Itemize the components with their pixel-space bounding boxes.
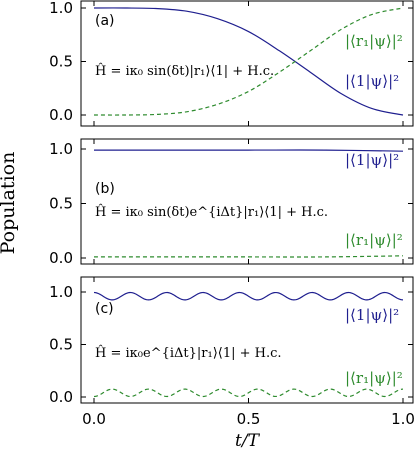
panel-a-hamiltonian: Ĥ = iκ₀ sin(δt)|r₁⟩⟨1| + H.c. <box>95 63 274 79</box>
panel-a-series-0 <box>93 7 404 116</box>
panel-a: (a) Ĥ = iκ₀ sin(δt)|r₁⟩⟨1| + H.c. |⟨r₁|ψ… <box>49 0 414 127</box>
panel-b-ytick-label-0: 1.0 <box>49 140 73 158</box>
panel-b-series-0 <box>94 149 404 152</box>
x-tick-label-0: 0.0 <box>82 410 106 428</box>
panel-b-ticks <box>81 139 413 264</box>
panel-b-hamiltonian: Ĥ = iκ₀ sin(δt)e^{iΔt}|r₁⟩⟨1| + H.c. <box>95 204 328 220</box>
panel-b-lines <box>94 149 404 258</box>
panel-c-ytick-label-0: 1.0 <box>49 283 73 301</box>
panel-a-ytick-label-2: 0.0 <box>49 106 73 124</box>
x-tick-label-2: 1.0 <box>391 410 415 428</box>
panel-a-ticks <box>81 1 413 126</box>
panel-b-tag: (b) <box>95 181 115 197</box>
panel-c-frame <box>80 276 414 404</box>
panel-c-series-1 <box>93 388 404 398</box>
x-tick-label-1: 0.5 <box>237 410 261 428</box>
panel-c-lines <box>93 291 404 398</box>
panel-c-tag: (c) <box>95 301 114 317</box>
panel-b-ytick-label-2: 0.0 <box>49 249 73 267</box>
panel-c-ticks <box>81 277 413 403</box>
panel-b: (b) Ĥ = iκ₀ sin(δt)e^{iΔt}|r₁⟩⟨1| + H.c.… <box>49 138 414 267</box>
panel-a-tag: (a) <box>95 13 115 29</box>
panel-a-series-1 <box>93 7 404 116</box>
panel-b-label-green: |⟨r₁|ψ⟩|² <box>345 231 403 249</box>
panel-c-hamiltonian: Ĥ = iκ₀e^{iΔt}|r₁⟩⟨1| + H.c. <box>95 345 282 361</box>
panel-b-ytick-label-1: 0.5 <box>49 195 73 213</box>
panel-a-label-blue: |⟨1|ψ⟩|² <box>345 72 399 90</box>
panel-a-frame <box>80 0 414 127</box>
panel-c-label-blue: |⟨1|ψ⟩|² <box>345 306 399 324</box>
panel-a-lines <box>93 7 404 116</box>
panel-a-ytick-label-0: 1.0 <box>49 0 73 17</box>
panel-b-series-1 <box>94 255 404 258</box>
panel-b-frame <box>80 138 414 265</box>
panel-c-ytick-label-1: 0.5 <box>49 336 73 354</box>
panel-c-ytick-label-2: 0.0 <box>49 388 73 406</box>
panel-c-series-0 <box>93 291 404 301</box>
panel-b-label-blue: |⟨1|ψ⟩|² <box>345 151 399 169</box>
panel-c: (c) Ĥ = iκ₀e^{iΔt}|r₁⟩⟨1| + H.c. |⟨1|ψ⟩|… <box>49 276 414 406</box>
x-axis-label: t/T <box>235 431 261 451</box>
panel-a-label-green: |⟨r₁|ψ⟩|² <box>345 32 403 50</box>
y-axis-label: Population <box>0 152 19 255</box>
panel-c-label-green: |⟨r₁|ψ⟩|² <box>345 369 403 387</box>
panel-a-ytick-label-1: 0.5 <box>49 53 73 71</box>
